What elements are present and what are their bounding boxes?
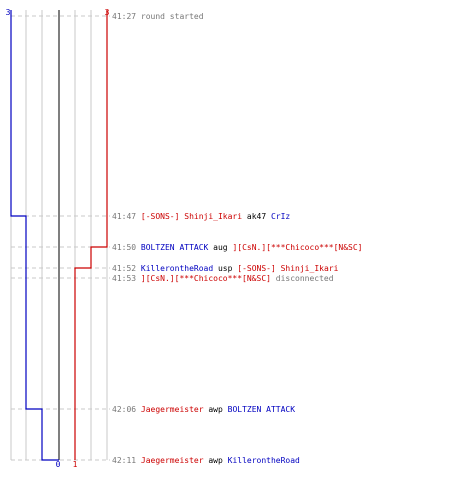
event-text-black: usp [213,264,237,273]
event-time: 42:11 [112,456,141,465]
event-time: 41:27 [112,12,141,21]
event-row: 42:11 Jaegermeister awp KillerontheRoad [112,456,300,465]
event-text-black: awp [204,405,228,414]
event-text-red: [-SONS-] Shinji_Ikari [141,212,242,221]
event-text-black: awp [204,456,228,465]
event-text-red: [-SONS-] Shinji_Ikari [237,264,338,273]
end-count-blue: 0 [56,460,61,469]
event-text-blue: CrIz [271,212,290,221]
event-time: 41:53 [112,274,141,283]
event-row: 41:47 [-SONS-] Shinji_Ikari ak47 CrIz [112,212,290,221]
series-blue [10,10,59,461]
event-row: 41:52 KillerontheRoad usp [-SONS-] Shinj… [112,264,339,273]
event-row: 41:27 round started [112,12,204,21]
event-text-blue: BOLTZEN ATTACK [228,405,296,414]
team-series [10,10,108,461]
event-text-blue: KillerontheRoad [228,456,300,465]
event-text-black: aug [208,243,232,252]
end-count-red: 1 [73,460,78,469]
event-guide-lines [11,15,110,461]
event-row: 41:50 BOLTZEN ATTACK aug ][CsN.][***Chic… [112,243,362,252]
event-text-red: Jaegermeister [141,405,204,414]
count-labels: 3 3 0 1 [6,8,110,469]
event-text-system: round started [141,12,204,21]
event-time: 41:50 [112,243,141,252]
event-text-blue: KillerontheRoad [141,264,213,273]
event-text-red: ][CsN.][***Chicoco***[N&SC] [141,274,271,283]
event-row: 41:53 ][CsN.][***Chicoco***[N&SC] discon… [112,274,334,283]
event-text-blue: BOLTZEN ATTACK [141,243,209,252]
event-text-red: Jaegermeister [141,456,204,465]
start-count-red: 3 [105,8,110,17]
series-red [74,10,108,460]
event-text-black: ak47 [242,212,271,221]
start-count-blue: 3 [6,8,11,17]
event-row: 42:06 Jaegermeister awp BOLTZEN ATTACK [112,405,295,414]
event-time: 42:06 [112,405,141,414]
event-time: 41:47 [112,212,141,221]
event-log: 41:27 round started 41:47 [-SONS-] Shinji… [112,12,362,465]
event-time: 41:52 [112,264,141,273]
event-text-system: disconnected [271,274,334,283]
event-text-red: ][CsN.][***Chicoco***[N&SC] [232,243,362,252]
